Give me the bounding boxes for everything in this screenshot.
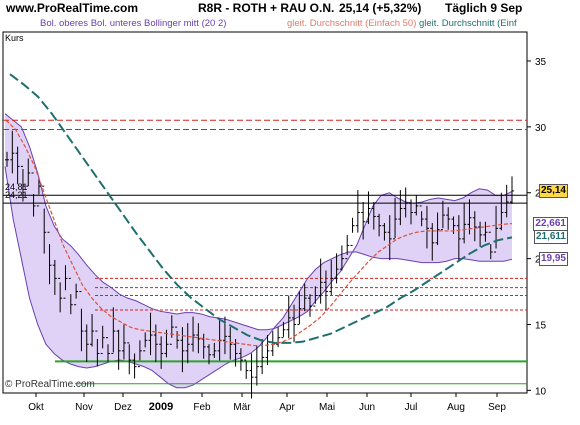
x-tick-label: 2009: [149, 401, 173, 413]
period: Täglich 9 Sep: [445, 1, 523, 15]
value-tag-2: 22,661: [533, 216, 568, 231]
value-tag-4: 19,95: [538, 252, 568, 267]
x-tick-label: Jul: [405, 402, 418, 413]
legend-sma-long: gleit. Durchschnitt (Einf: [419, 18, 517, 29]
legend-sma50: gleit. Durchschnitt (Einfach 50): [287, 18, 417, 29]
x-tick-label: Jun: [359, 402, 375, 413]
sma50-line: [5, 119, 513, 347]
chart-title: R8R - ROTH + RAU O.N.: [198, 1, 335, 15]
y-tick-label: 10: [535, 386, 547, 397]
y-tick-label: 35: [535, 57, 547, 68]
site-name: www.ProRealTime.com: [6, 1, 139, 15]
value-tag-3: 21,611: [533, 230, 568, 245]
price-label-low: 24,21: [5, 190, 28, 200]
copyright: © ProRealTime.com: [5, 379, 95, 390]
y-tick-label: 15: [535, 320, 547, 331]
x-tick-label: Sep: [488, 402, 506, 413]
x-tick-label: Okt: [28, 402, 44, 413]
x-tick-label: Aug: [447, 402, 465, 413]
bollinger-lower: [4, 166, 513, 389]
x-tick-label: Nov: [75, 402, 93, 413]
x-tick-label: Apr: [279, 402, 295, 413]
kurs-label: Kurs: [5, 33, 24, 43]
y-tick-label: 30: [535, 123, 547, 134]
sma-long-line: [9, 73, 513, 344]
x-tick-label: Dez: [114, 402, 132, 413]
price-label-high: 24,81: [5, 182, 28, 192]
x-tick-label: Feb: [193, 402, 211, 413]
x-tick-label: Mai: [319, 402, 335, 413]
legend-bollinger: Bol. oberes Bol. unteres Bollinger mitt …: [40, 18, 227, 29]
quote: 25,14 (+5,32%): [339, 1, 422, 15]
bollinger-band-fill: [5, 113, 512, 388]
x-tick-label: Mär: [233, 402, 251, 413]
value-tag-1: 25,14: [538, 183, 568, 198]
bollinger-upper: [4, 113, 513, 331]
